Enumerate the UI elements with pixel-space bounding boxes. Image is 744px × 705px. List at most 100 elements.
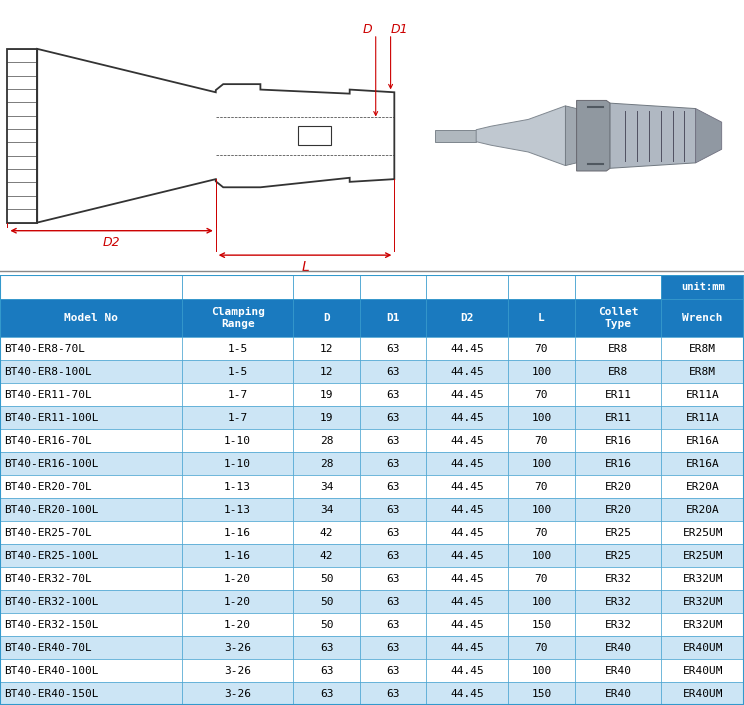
Bar [661,299,744,337]
Bar [508,452,574,475]
Text: 63: 63 [386,551,400,560]
Text: 63: 63 [386,459,400,469]
Bar [661,384,744,406]
Bar [293,452,359,475]
Bar [0,567,182,590]
Text: ER16A: ER16A [686,459,719,469]
Bar [661,360,744,384]
Text: ER8M: ER8M [689,367,716,376]
Text: 63: 63 [386,620,400,630]
Bar [574,682,661,705]
Bar [0,659,182,682]
Text: ER40: ER40 [604,689,632,699]
Bar [293,429,359,452]
Bar [182,613,293,636]
Text: unit:mm: unit:mm [681,282,725,292]
Text: D1: D1 [386,313,400,323]
Bar [359,475,426,498]
Bar [508,613,574,636]
Bar [508,475,574,498]
Text: 44.45: 44.45 [450,344,484,354]
Text: 50: 50 [320,596,333,606]
Text: 70: 70 [535,527,548,538]
Text: 44.45: 44.45 [450,551,484,560]
Text: ER32UM: ER32UM [682,596,723,606]
Bar [182,544,293,567]
Bar [426,337,508,360]
Text: 19: 19 [320,390,333,400]
Bar [426,659,508,682]
Bar [661,659,744,682]
Bar [508,275,574,299]
Bar [182,682,293,705]
Text: 1-20: 1-20 [224,620,251,630]
Bar [426,544,508,567]
Bar [0,521,182,544]
Bar [661,498,744,521]
Text: 100: 100 [531,505,551,515]
Bar [661,406,744,429]
Text: 44.45: 44.45 [450,436,484,446]
Text: 12: 12 [320,344,333,354]
Bar [293,544,359,567]
Bar [661,567,744,590]
Text: L: L [538,313,545,323]
Bar [293,613,359,636]
Bar [0,429,182,452]
Bar [0,682,182,705]
Text: ER32: ER32 [604,620,632,630]
Text: BT40-ER40-150L: BT40-ER40-150L [4,689,99,699]
Text: 100: 100 [531,596,551,606]
Bar [426,613,508,636]
Bar [293,567,359,590]
Bar [574,498,661,521]
Bar [0,275,182,299]
Text: 44.45: 44.45 [450,666,484,675]
Text: D2: D2 [103,236,121,250]
Text: ER8: ER8 [608,367,628,376]
Text: 100: 100 [531,666,551,675]
Bar [574,452,661,475]
Bar [426,521,508,544]
Bar [426,299,508,337]
Bar [574,275,661,299]
Bar [298,126,331,145]
Text: 63: 63 [386,436,400,446]
Bar [0,475,182,498]
Text: 44.45: 44.45 [450,642,484,653]
Bar [182,429,293,452]
Bar [293,498,359,521]
Text: 100: 100 [531,367,551,376]
Bar [508,337,574,360]
Bar [661,544,744,567]
Text: 28: 28 [320,459,333,469]
Text: D2: D2 [461,313,474,323]
Bar [574,384,661,406]
Bar [359,636,426,659]
Text: BT40-ER32-150L: BT40-ER32-150L [4,620,99,630]
Text: ER11A: ER11A [686,390,719,400]
Bar [508,567,574,590]
Text: 63: 63 [386,505,400,515]
Text: 70: 70 [535,642,548,653]
Text: ER16A: ER16A [686,436,719,446]
Text: 100: 100 [531,551,551,560]
Bar [359,613,426,636]
Bar [359,429,426,452]
Bar [661,337,744,360]
Bar [182,406,293,429]
Bar [0,299,182,337]
Bar [426,498,508,521]
Bar [426,452,508,475]
Bar [508,429,574,452]
Bar [293,384,359,406]
Text: 63: 63 [386,390,400,400]
Bar [293,299,359,337]
Bar [182,275,293,299]
Bar [293,406,359,429]
Bar [293,360,359,384]
Bar [574,636,661,659]
Text: 42: 42 [320,527,333,538]
Bar [426,275,508,299]
Text: 34: 34 [320,482,333,491]
